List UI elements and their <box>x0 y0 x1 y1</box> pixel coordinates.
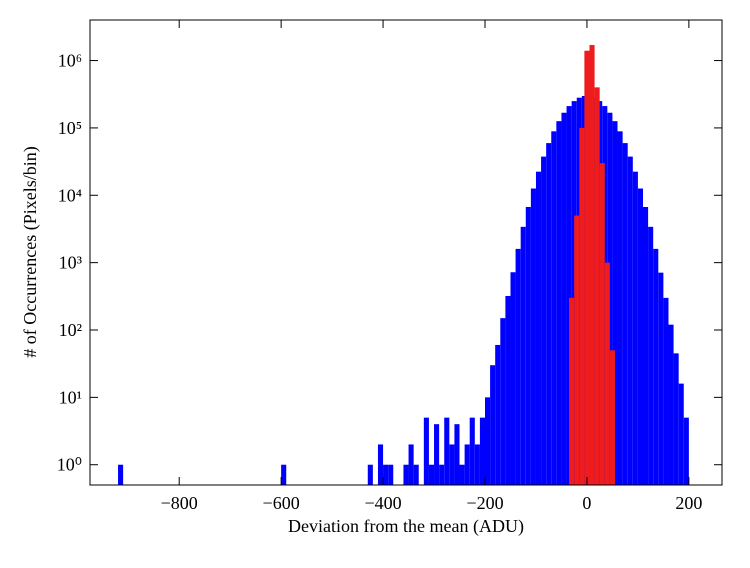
histogram-bar <box>428 464 435 485</box>
histogram-bar <box>609 350 615 485</box>
histogram-bar <box>546 143 552 485</box>
histogram-bar <box>459 464 465 485</box>
histogram-bar <box>474 444 480 485</box>
histogram-bar <box>579 127 585 485</box>
y-axis-label: # of Occurrences (Pixels/bin) <box>20 146 41 357</box>
histogram-bar <box>439 464 445 485</box>
x-tick-label: 0 <box>582 493 591 513</box>
histogram-bar <box>556 121 562 485</box>
histogram-bar <box>413 464 419 485</box>
histogram-bar <box>584 50 590 485</box>
histogram-bar <box>658 272 664 485</box>
histogram-bar <box>515 248 521 485</box>
histogram-bar <box>505 295 511 485</box>
histogram-bar <box>612 121 618 485</box>
histogram-bar <box>490 365 496 485</box>
histogram-bar <box>678 383 684 485</box>
histogram-bar <box>530 188 536 485</box>
histogram-bar <box>485 397 491 485</box>
histogram-bar <box>464 444 470 485</box>
histogram-bar <box>683 417 689 485</box>
histogram-bar <box>653 248 659 485</box>
histogram-bar <box>617 131 623 485</box>
histogram-bar <box>551 131 557 485</box>
histogram-bar <box>377 444 384 485</box>
histogram-bar <box>520 226 526 485</box>
y-tick-label: 10⁶ <box>58 51 82 71</box>
histogram-bar <box>599 163 605 485</box>
histogram-bar <box>383 464 389 485</box>
histogram-bar <box>561 112 567 485</box>
y-tick-label: 10⁰ <box>57 455 82 475</box>
histogram-bar <box>569 297 575 485</box>
histogram-bar <box>627 156 633 485</box>
histogram-bar <box>574 215 580 485</box>
histogram-bar <box>643 206 649 485</box>
histogram-bar <box>281 464 287 485</box>
histogram-bar <box>648 226 654 485</box>
histogram-bar <box>403 464 409 485</box>
histogram-bar <box>469 417 475 485</box>
x-tick-label: −600 <box>263 493 300 513</box>
y-tick-label: 10⁴ <box>58 185 82 205</box>
histogram-bar <box>604 262 610 485</box>
histogram-bar <box>444 417 450 485</box>
y-tick-label: 10² <box>59 320 82 340</box>
histogram-bar <box>423 417 429 485</box>
histogram-bar <box>663 297 669 485</box>
histogram-bar <box>632 171 638 485</box>
x-tick-label: −400 <box>364 493 401 513</box>
histogram-bar <box>434 424 440 485</box>
histogram-bar <box>510 272 516 485</box>
histogram-bar <box>479 417 485 485</box>
histogram-bar <box>388 464 394 485</box>
y-tick-label: 10¹ <box>59 387 82 407</box>
x-tick-label: 200 <box>675 493 702 513</box>
histogram-bar <box>535 171 542 485</box>
histogram-bar <box>668 324 674 485</box>
x-tick-label: −200 <box>466 493 503 513</box>
histogram-bar <box>673 353 679 485</box>
histogram-bar <box>594 87 600 485</box>
histogram-bar <box>449 444 455 485</box>
histogram-bar <box>500 318 506 485</box>
histogram-bar <box>495 344 501 485</box>
histogram-bar <box>118 464 124 485</box>
histogram-bar <box>367 464 373 485</box>
histogram-bar <box>525 206 531 485</box>
histogram-bar <box>566 106 572 486</box>
histogram-bar <box>408 444 414 485</box>
x-axis-label: Deviation from the mean (ADU) <box>288 516 524 537</box>
plot-frame <box>89 19 723 486</box>
y-tick-label: 10³ <box>59 253 83 273</box>
y-tick-label: 10⁵ <box>58 118 82 138</box>
histogram-bar <box>541 156 547 485</box>
histogram-bar <box>622 143 628 485</box>
histogram-bar <box>637 188 643 485</box>
histogram-bar <box>454 424 460 485</box>
histogram-bar <box>589 45 595 486</box>
x-tick-label: −800 <box>161 493 198 513</box>
